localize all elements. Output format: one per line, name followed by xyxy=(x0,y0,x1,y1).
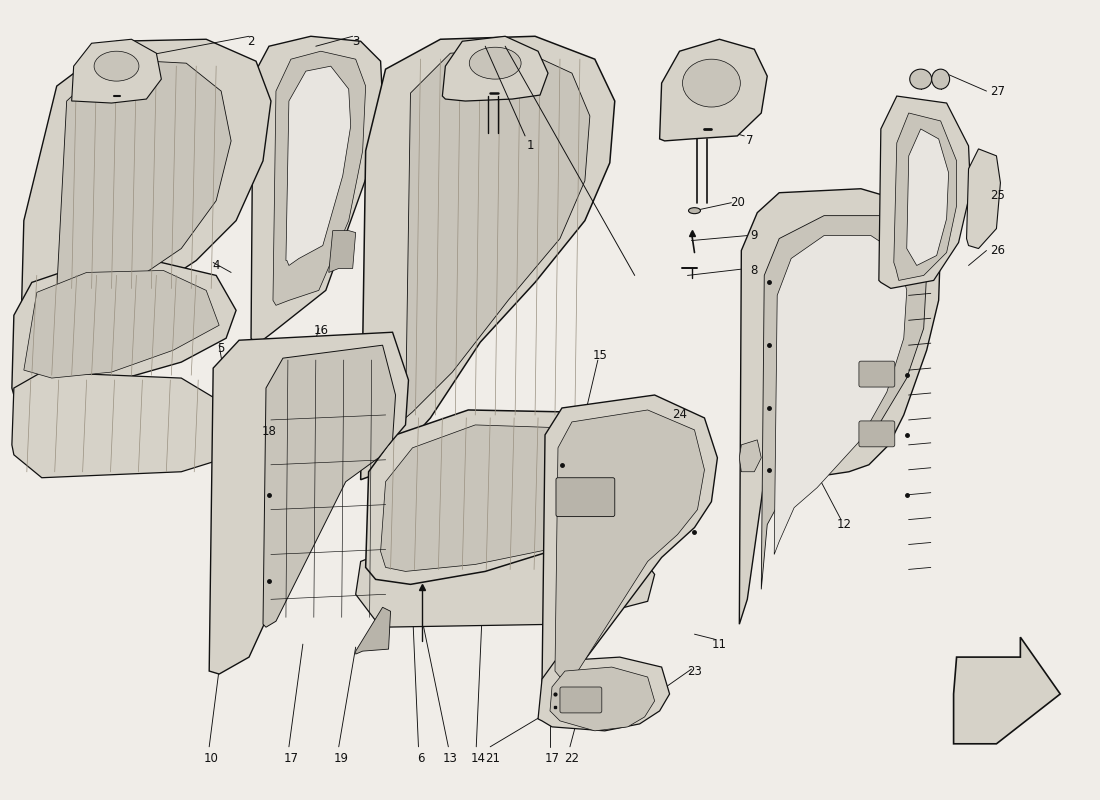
Ellipse shape xyxy=(910,69,932,89)
Polygon shape xyxy=(20,39,271,370)
Ellipse shape xyxy=(682,59,740,107)
Polygon shape xyxy=(12,372,239,478)
Polygon shape xyxy=(406,50,590,418)
Polygon shape xyxy=(12,262,236,395)
Polygon shape xyxy=(954,637,1060,744)
Polygon shape xyxy=(24,270,219,378)
Text: 12: 12 xyxy=(836,518,851,531)
Text: 20: 20 xyxy=(730,196,745,209)
Polygon shape xyxy=(286,66,351,266)
Text: 8: 8 xyxy=(750,264,758,277)
Polygon shape xyxy=(355,534,654,627)
Text: 5: 5 xyxy=(218,342,224,354)
Ellipse shape xyxy=(470,47,521,79)
Polygon shape xyxy=(906,129,948,266)
Polygon shape xyxy=(879,96,970,288)
Polygon shape xyxy=(442,36,548,101)
Text: 11: 11 xyxy=(712,638,727,650)
Text: 19: 19 xyxy=(333,752,349,766)
FancyBboxPatch shape xyxy=(859,421,894,447)
Polygon shape xyxy=(538,657,670,731)
FancyBboxPatch shape xyxy=(560,687,602,713)
Polygon shape xyxy=(209,332,408,674)
Polygon shape xyxy=(542,395,717,687)
Polygon shape xyxy=(361,36,615,480)
Text: 7: 7 xyxy=(746,134,754,147)
FancyBboxPatch shape xyxy=(859,361,894,387)
Polygon shape xyxy=(381,425,618,571)
Text: 1: 1 xyxy=(526,139,534,152)
Text: 27: 27 xyxy=(990,85,1005,98)
Polygon shape xyxy=(967,149,1000,249)
Text: 23: 23 xyxy=(688,665,702,678)
Polygon shape xyxy=(57,59,231,295)
Text: 14: 14 xyxy=(471,752,486,766)
Polygon shape xyxy=(355,607,390,654)
Polygon shape xyxy=(739,440,761,472)
Polygon shape xyxy=(739,189,940,624)
Text: 10: 10 xyxy=(204,752,219,766)
Text: 6: 6 xyxy=(417,752,425,766)
Polygon shape xyxy=(365,410,638,584)
Text: 4: 4 xyxy=(212,259,220,272)
Text: 17: 17 xyxy=(284,752,298,766)
Text: 25: 25 xyxy=(990,190,1005,202)
Polygon shape xyxy=(894,113,957,281)
Polygon shape xyxy=(72,39,162,103)
Text: 13: 13 xyxy=(443,752,458,766)
Polygon shape xyxy=(774,235,906,554)
Ellipse shape xyxy=(932,69,949,89)
Polygon shape xyxy=(251,36,383,345)
Polygon shape xyxy=(660,39,767,141)
Text: 22: 22 xyxy=(564,752,580,766)
Text: 18: 18 xyxy=(262,426,276,438)
Text: 21: 21 xyxy=(485,752,499,766)
Polygon shape xyxy=(273,51,365,306)
Text: 17: 17 xyxy=(544,752,560,766)
Polygon shape xyxy=(556,410,704,677)
Text: 15: 15 xyxy=(593,349,607,362)
Polygon shape xyxy=(761,216,926,590)
FancyBboxPatch shape xyxy=(556,478,615,517)
Polygon shape xyxy=(263,345,396,627)
Text: 2: 2 xyxy=(248,34,255,48)
Polygon shape xyxy=(550,667,654,731)
Text: 16: 16 xyxy=(314,324,328,337)
Ellipse shape xyxy=(95,51,139,81)
Text: 3: 3 xyxy=(352,34,360,48)
Polygon shape xyxy=(329,230,355,273)
Text: 26: 26 xyxy=(990,244,1005,257)
Text: 9: 9 xyxy=(750,229,758,242)
Ellipse shape xyxy=(689,208,701,214)
Text: 24: 24 xyxy=(672,409,688,422)
